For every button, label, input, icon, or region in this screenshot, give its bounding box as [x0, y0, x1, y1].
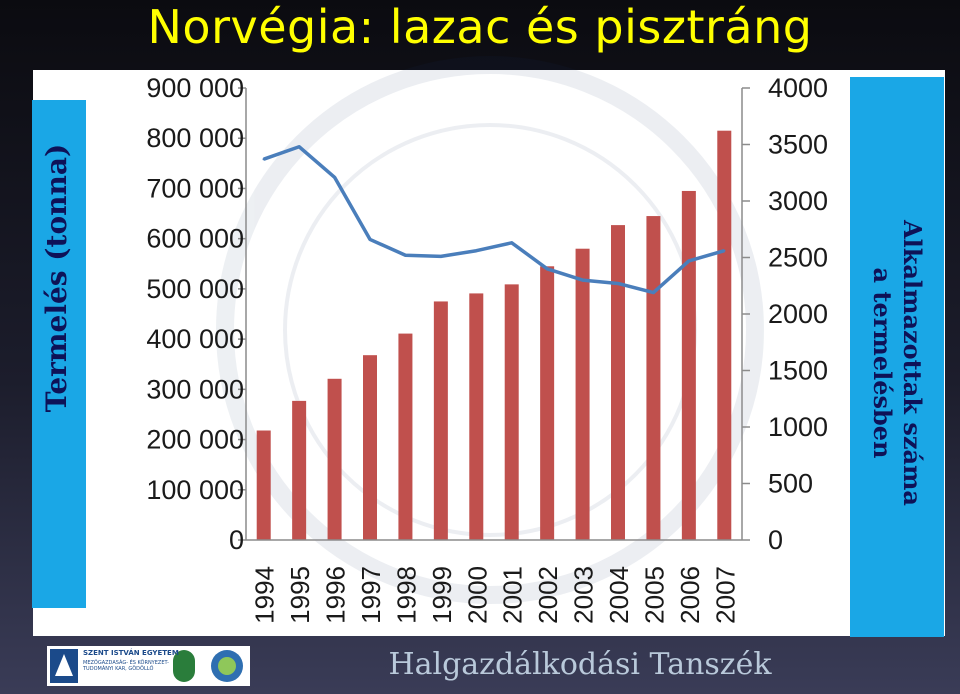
- bar: [611, 225, 625, 540]
- bar: [681, 190, 696, 540]
- bar: [363, 355, 377, 540]
- logo-text-line2: MEZŐGAZDASÁG- ÉS KÖRNYEZET- TUDOMÁNYI KA…: [83, 660, 169, 672]
- x-tick-label: 2007: [710, 566, 740, 624]
- x-tick-label: 1995: [285, 566, 315, 624]
- line-point: [439, 255, 443, 258]
- x-tick-label: 2004: [604, 566, 634, 624]
- bar: [433, 301, 448, 540]
- line-point: [581, 278, 584, 282]
- y-tick-label-left: 100 000: [146, 475, 244, 505]
- y-axis-label-right-line2: a termelésben: [868, 267, 897, 459]
- x-tick-label: 1994: [250, 566, 280, 624]
- footer-department: Halgazdálkodási Tanszék: [388, 647, 772, 682]
- y-axis-label-right-line1: Alkalmazottak száma: [898, 220, 927, 506]
- logo-text-line1: SZENT ISTVÁN EGYETEM: [83, 649, 179, 657]
- y-tick-label-left: 400 000: [146, 324, 244, 354]
- x-tick-label: 2002: [533, 566, 563, 624]
- line-point: [404, 254, 407, 257]
- bar: [540, 266, 555, 540]
- line-point: [297, 145, 301, 148]
- x-tick-label: 2001: [498, 566, 528, 624]
- x-tick-label: 1996: [321, 566, 351, 624]
- y-tick-label-right: 1500: [768, 356, 828, 386]
- y-tick-label-right: 1000: [768, 412, 828, 442]
- left-axis-label-band: [32, 100, 86, 608]
- x-tick-label: 2006: [675, 566, 705, 624]
- x-tick-label: 1997: [356, 566, 386, 624]
- line-point: [616, 282, 620, 285]
- bar: [398, 333, 413, 540]
- y-tick-label-right: 4000: [768, 73, 828, 103]
- x-tick-label: 2005: [639, 566, 669, 624]
- bar: [292, 400, 307, 540]
- line-point: [475, 249, 478, 252]
- line-point: [368, 238, 372, 241]
- y-tick-label-left: 0: [229, 525, 244, 555]
- bar: [717, 130, 732, 540]
- y-tick-label-left: 600 000: [146, 224, 244, 254]
- bar: [646, 216, 661, 541]
- university-crest-icon: [50, 649, 243, 683]
- bar: [575, 248, 590, 540]
- y-tick-label-right: 3500: [768, 130, 828, 160]
- x-tick-label: 2000: [462, 566, 492, 624]
- bar: [469, 293, 484, 540]
- bar: [256, 430, 271, 540]
- y-tick-label-right: 2500: [768, 243, 828, 273]
- y-tick-label-right: 0: [768, 525, 783, 555]
- y-tick-label-left: 500 000: [146, 274, 244, 304]
- employees-line: [263, 145, 725, 295]
- line-point: [545, 267, 549, 270]
- bar: [327, 378, 342, 540]
- y-tick-label-left: 800 000: [146, 123, 244, 153]
- y-axis-label-right: Alkalmazottak száma a termelésben: [867, 113, 927, 613]
- line-point: [652, 291, 655, 294]
- y-tick-label-right: 3000: [768, 186, 828, 216]
- line-point: [510, 241, 513, 245]
- page-title: Norvégia: lazac és pisztráng: [147, 0, 813, 54]
- line-point: [723, 249, 726, 252]
- y-tick-label-right: 500: [768, 469, 813, 499]
- x-tick-label: 1998: [391, 566, 421, 624]
- line-point: [687, 259, 691, 263]
- y-axis-label-left: Termelés (tonna): [40, 143, 73, 413]
- y-tick-label-left: 900 000: [146, 73, 244, 103]
- right-axis-label-band: [850, 77, 944, 637]
- y-tick-label-left: 300 000: [146, 374, 244, 404]
- y-tick-label-left: 700 000: [146, 173, 244, 203]
- y-tick-label-left: 200 000: [146, 425, 244, 455]
- x-tick-label: 2003: [569, 566, 599, 624]
- bar: [504, 284, 519, 540]
- line-point: [262, 157, 265, 161]
- chart-panel: [33, 70, 945, 636]
- y-tick-label-right: 2000: [768, 299, 828, 329]
- university-logo: SZENT ISTVÁN EGYETEM MEZŐGAZDASÁG- ÉS KÖ…: [47, 646, 250, 686]
- x-tick-label: 1999: [427, 566, 457, 624]
- line-point: [333, 176, 336, 179]
